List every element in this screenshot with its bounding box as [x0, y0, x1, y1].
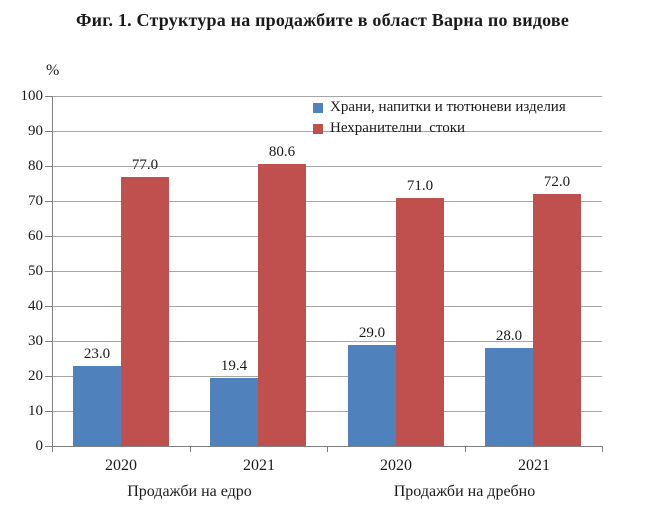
legend-item-series1: Храни, напитки и тютюневи изделия — [313, 97, 566, 118]
y-axis-tick-label: 40 — [28, 298, 43, 314]
bar-series1-cat3 — [348, 345, 396, 447]
y-axis-tick — [45, 446, 52, 447]
y-axis-tick — [45, 131, 52, 132]
y-axis-tick — [45, 166, 52, 167]
bar-series2-cat2 — [258, 164, 306, 446]
x-axis-tick — [190, 446, 191, 452]
chart-title: Фиг. 1. Структура на продажбите в област… — [75, 10, 570, 30]
bar-series1-cat2 — [210, 378, 258, 446]
bar-series2-cat4 — [533, 194, 581, 446]
y-axis-tick-label: 60 — [28, 228, 43, 244]
x-axis-group-label: Продажби на дребно — [393, 483, 536, 500]
y-axis-tick — [45, 376, 52, 377]
bar-series2-cat1 — [121, 177, 169, 447]
bar-value-label: 72.0 — [543, 174, 571, 190]
gridline — [52, 166, 602, 167]
x-axis-group-label: Продажби на едро — [127, 483, 252, 500]
gridline — [52, 411, 602, 412]
bar-value-label: 23.0 — [83, 346, 111, 362]
bar-value-label: 19.4 — [220, 358, 248, 374]
legend: Храни, напитки и тютюневи изделия Нехран… — [313, 97, 566, 139]
x-axis-tick — [602, 446, 603, 452]
x-axis-category-label: 2020 — [105, 457, 137, 474]
y-axis-tick-label: 50 — [28, 263, 43, 279]
bar-value-label: 28.0 — [495, 328, 523, 344]
x-axis-tick — [465, 446, 466, 452]
y-axis-tick — [45, 306, 52, 307]
gridline — [52, 131, 602, 132]
x-axis-category-label: 2021 — [243, 457, 275, 474]
legend-label-series2: Нехранителни стоки — [330, 120, 466, 136]
legend-label-series1: Храни, напитки и тютюневи изделия — [330, 99, 566, 115]
y-axis-tick-label: 100 — [20, 88, 44, 104]
y-axis-tick — [45, 236, 52, 237]
y-axis-tick-label: 0 — [35, 438, 44, 454]
y-axis-tick — [45, 201, 52, 202]
y-axis-tick-label: 90 — [28, 123, 43, 139]
bar-series1-cat4 — [485, 348, 533, 446]
y-axis-tick-label: 80 — [28, 158, 43, 174]
bar-value-label: 29.0 — [358, 325, 386, 341]
y-axis-tick-label: 70 — [28, 193, 43, 209]
bar-value-label: 77.0 — [131, 157, 159, 173]
gridline — [52, 236, 602, 237]
legend-swatch-series2-icon — [313, 123, 323, 134]
gridline — [52, 271, 602, 272]
gridline — [52, 201, 602, 202]
gridline — [52, 306, 602, 307]
bar-value-label: 71.0 — [406, 178, 434, 194]
y-axis-tick — [45, 341, 52, 342]
x-axis-category-label: 2021 — [518, 457, 550, 474]
gridline — [52, 96, 602, 97]
y-axis-line — [52, 96, 53, 446]
x-axis-tick — [52, 446, 53, 452]
bar-value-label: 80.6 — [268, 144, 296, 160]
x-axis-tick — [327, 446, 328, 452]
y-axis-tick-label: 20 — [28, 368, 43, 384]
y-axis-tick-label: 10 — [28, 403, 43, 419]
x-axis-category-label: 2020 — [380, 457, 412, 474]
gridline — [52, 376, 602, 377]
y-axis-tick — [45, 411, 52, 412]
y-axis-tick-label: 30 — [28, 333, 43, 349]
legend-item-series2: Нехранителни стоки — [313, 118, 566, 139]
bar-series1-cat1 — [73, 366, 121, 447]
gridline — [52, 341, 602, 342]
y-axis-tick — [45, 271, 52, 272]
bar-series2-cat3 — [396, 198, 444, 447]
y-axis-unit-label: % — [46, 62, 60, 79]
legend-swatch-series1-icon — [313, 102, 323, 113]
y-axis-tick — [45, 96, 52, 97]
